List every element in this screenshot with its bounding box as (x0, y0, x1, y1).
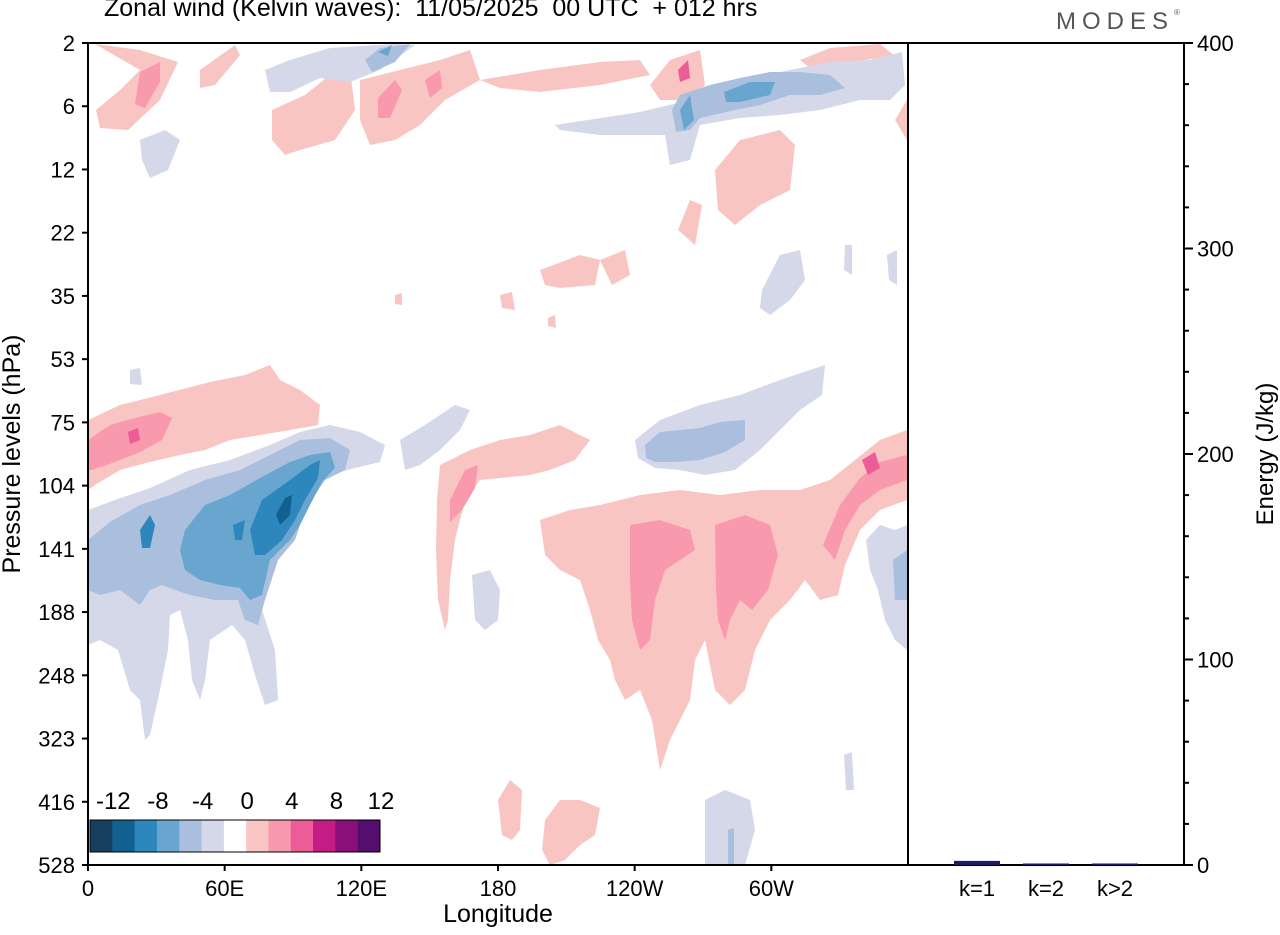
y-tick-label: 528 (38, 853, 75, 878)
y-tick-label: 12 (51, 157, 75, 182)
colorbar-swatch (357, 820, 381, 852)
energy-tick-label: 0 (1197, 853, 1209, 878)
x-tick-label: 0 (82, 876, 94, 901)
colorbar-swatch (246, 820, 269, 852)
positive-anomaly-upper-trop (436, 425, 907, 865)
y-tick-label: 22 (51, 221, 75, 246)
x-tick-label: 180 (480, 876, 517, 901)
modes-logo: MODES® (1056, 8, 1180, 36)
colorbar-label: 8 (330, 788, 343, 815)
colorbar-label: -12 (96, 788, 131, 815)
y-axis-label: Pressure levels (hPa) (0, 335, 26, 574)
y-tick-label: 6 (63, 94, 75, 119)
colorbar-label: 12 (368, 788, 395, 815)
y-tick-label: 248 (38, 663, 75, 688)
x-tick-label: 120W (606, 876, 664, 901)
colorbar-label: 0 (240, 788, 253, 815)
longitude-axis: 0 60E 120E 180 120W 60W (82, 865, 794, 901)
colorbar-swatch (268, 820, 292, 852)
hovmoller-heatmap (88, 44, 907, 865)
x-axis-label: Longitude (443, 900, 553, 928)
energy-axis-label: Energy (J/kg) (1252, 383, 1279, 526)
energy-category-label: k>2 (1097, 876, 1133, 901)
colorbar-swatch (201, 820, 225, 852)
y-tick-label: 104 (38, 474, 75, 499)
negative-anomaly-104-248 (88, 405, 470, 740)
colorbar-label: -8 (147, 788, 168, 815)
colorbar-swatch (290, 820, 314, 852)
y-tick-label: 35 (51, 284, 75, 309)
colorbar-label: 4 (285, 788, 298, 815)
energy-tick-label: 100 (1197, 648, 1234, 673)
colorbar-frame (89, 819, 381, 853)
y-tick-label: 416 (38, 790, 75, 815)
negative-anomaly-east (130, 365, 907, 865)
energy-bar (1092, 863, 1138, 865)
positive-anomaly-75hpa (88, 365, 320, 490)
colorbar-label: -4 (192, 788, 213, 815)
y-tick-label: 323 (38, 727, 75, 752)
energy-category-label: k=1 (959, 876, 995, 901)
logo-text: MODES (1056, 8, 1175, 35)
energy-bar (954, 860, 1000, 865)
x-tick-label: 60W (749, 876, 794, 901)
colorbar-swatch (313, 820, 336, 852)
colorbar-swatch (156, 820, 180, 852)
energy-tick-label: 400 (1197, 31, 1234, 56)
colorbar: -12 -8 -4 0 4 8 12 (89, 788, 395, 853)
colorbar-swatch (90, 820, 113, 852)
colorbar-swatch (179, 820, 202, 852)
energy-bar (1023, 863, 1069, 865)
energy-category-label: k=2 (1028, 876, 1064, 901)
colorbar-swatch (112, 820, 136, 852)
colorbar-swatch (223, 820, 247, 852)
x-tick-label: 120E (336, 876, 387, 901)
y-tick-label: 75 (51, 410, 75, 435)
logo-mark: ® (1174, 8, 1180, 17)
colorbar-swatch (134, 820, 158, 852)
colorbar-swatch (335, 820, 359, 852)
positive-anomaly-upper (95, 44, 907, 245)
y-tick-label: 53 (51, 347, 75, 372)
negative-anomaly-upper (140, 44, 905, 315)
energy-axis: 0 100 200 300 400 (1184, 31, 1234, 878)
pressure-axis: 2 6 12 22 35 53 75 104 141 188 248 323 416 528 (38, 31, 88, 878)
y-tick-label: 141 (38, 537, 75, 562)
energy-bars: k=1 k=2 k>2 (954, 860, 1138, 901)
y-tick-label: 2 (63, 31, 75, 56)
y-tick-label: 188 (38, 600, 75, 625)
energy-tick-label: 300 (1197, 237, 1234, 262)
energy-tick-label: 200 (1197, 442, 1234, 467)
x-tick-label: 60E (205, 876, 244, 901)
chart-title: Zonal wind (Kelvin waves): 11/05/2025 00… (104, 0, 758, 22)
positive-anomaly-mid (395, 250, 630, 328)
